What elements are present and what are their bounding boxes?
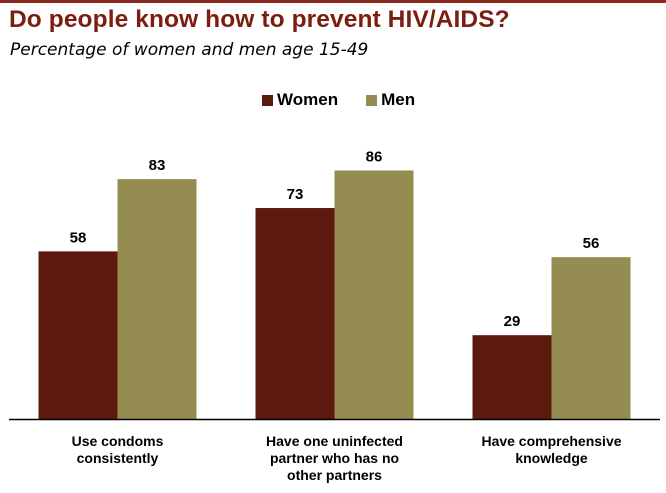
legend-swatch-women [262,94,273,106]
chart-title: Do people know how to prevent HIV/AIDS? [9,6,510,33]
chart-subtitle: Percentage of women and men age 15-49 [10,40,369,60]
data-label-men-2: 56 [583,235,600,252]
x-tick-label-2-1: knowledge [515,450,588,466]
legend-item-men: Men [366,90,415,110]
legend-label-men: Men [381,90,416,109]
bar-women-0 [38,251,118,419]
x-tick-label-1-2: other partners [287,467,382,483]
bar-men-1 [334,170,414,419]
data-label-men-1: 86 [366,148,383,165]
legend: Women Men [262,89,415,111]
legend-label-women: Women [277,90,339,109]
bar-women-2 [472,335,552,419]
bar-men-0 [117,179,197,419]
x-tick-label-1-1: partner who has no [270,450,399,466]
x-tick-label-0-0: Use condoms [72,433,164,449]
bar-men-2 [551,257,631,419]
legend-item-women: Women [262,90,338,110]
data-label-women-2: 29 [504,313,521,330]
bar-women-1 [255,208,335,419]
x-tick-label-1-0: Have one uninfected [266,433,403,449]
x-tick-label-0-1: consistently [77,450,159,466]
data-label-women-0: 58 [70,229,87,246]
data-label-women-1: 73 [287,186,304,203]
x-tick-label-2-0: Have comprehensive [481,433,621,449]
data-label-men-0: 83 [149,157,166,174]
title-rule [0,0,666,3]
legend-swatch-men [366,94,378,106]
